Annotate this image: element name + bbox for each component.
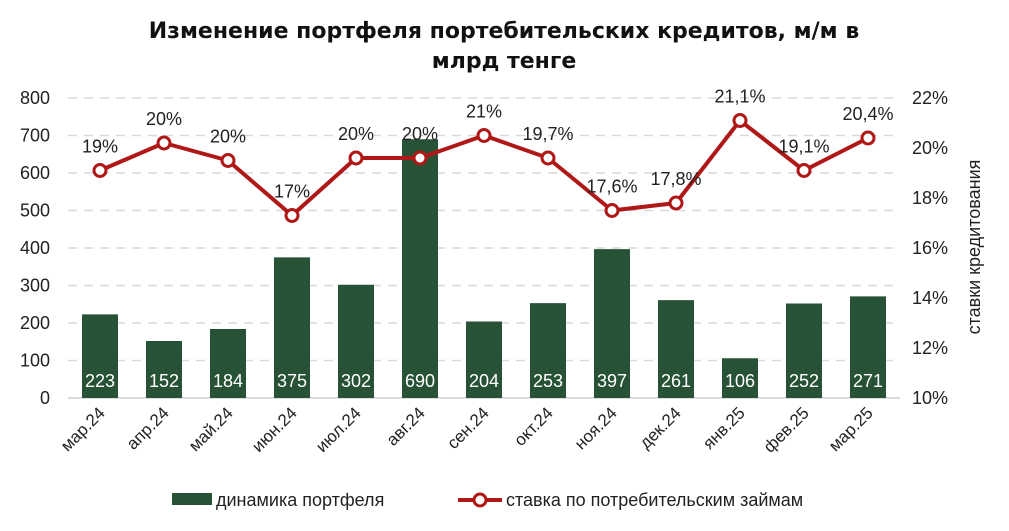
rate-point <box>476 128 492 143</box>
rate-value-label: 19% <box>82 137 118 157</box>
x-category-label: фев.25 <box>760 403 813 456</box>
rate-value-label: 20% <box>338 124 374 144</box>
bar-value-label: 375 <box>277 371 307 391</box>
bar <box>274 257 310 398</box>
bar-value-label: 152 <box>149 371 179 391</box>
x-category-label: июн.24 <box>248 403 301 456</box>
bar-value-label: 690 <box>405 371 435 391</box>
line-series: 19% 20% 20% 17% 20% 20% 21% 19,7% 17,6% 17,8% 21,1… <box>82 87 894 223</box>
legend-bar-swatch <box>172 493 212 505</box>
y-axis-left: 0 100 200 300 400 500 600 700 800 <box>20 88 50 408</box>
rate-value-label: 17,8% <box>650 169 701 189</box>
rate-value-label: 21% <box>466 102 502 122</box>
rate-point <box>284 208 300 223</box>
x-category-label: окт.24 <box>510 403 556 449</box>
x-category-label: апр.24 <box>123 403 173 453</box>
bar <box>210 329 246 398</box>
bar <box>530 303 566 398</box>
bar <box>594 249 630 398</box>
legend: динамика портфеля ставка по потребительс… <box>172 490 803 510</box>
rate-value-label: 20% <box>210 127 246 147</box>
y-right-tick-label: 12% <box>912 338 948 358</box>
x-category-label: янв.25 <box>699 403 749 453</box>
bar-value-label: 106 <box>725 371 755 391</box>
rate-point <box>796 163 812 178</box>
chart-title-line-1: Изменение портфеля портебительских креди… <box>149 19 860 44</box>
rate-value-label: 20% <box>146 109 182 129</box>
bar-value-label: 302 <box>341 371 371 391</box>
x-category-label: мар.25 <box>825 403 877 455</box>
y-axis-right-label: ставки кредитования <box>964 160 984 335</box>
x-category-label: май.24 <box>185 403 237 455</box>
rate-point <box>92 163 108 178</box>
rate-value-label: 21,1% <box>714 87 765 107</box>
x-category-label: июл.24 <box>312 403 365 456</box>
x-axis: мар.24 апр.24 май.24 июн.24 июл.24 авг.24 сен.… <box>57 403 877 456</box>
y-right-tick-label: 18% <box>912 188 948 208</box>
rate-value-label: 17% <box>274 182 310 202</box>
rate-point <box>220 153 236 168</box>
y-left-tick-label: 0 <box>40 388 50 408</box>
x-category-label: дек.24 <box>636 403 685 452</box>
rate-point <box>348 150 364 166</box>
rate-point <box>860 130 876 146</box>
bar <box>722 358 758 398</box>
bar <box>146 341 182 398</box>
x-category-label: авг.24 <box>383 403 429 449</box>
bar-value-label: 184 <box>213 371 243 391</box>
bar-series: 223 152 184 375 302 690 204 253 397 261 106 252 271 <box>82 139 886 398</box>
y-right-tick-label: 20% <box>912 138 948 158</box>
rate-point <box>412 150 428 166</box>
rate-point <box>732 113 748 128</box>
y-right-tick-label: 14% <box>912 288 948 308</box>
y-left-tick-label: 300 <box>20 276 50 296</box>
bar-value-label: 271 <box>853 371 883 391</box>
rate-point <box>156 135 172 151</box>
bar <box>658 300 694 398</box>
y-right-tick-label: 16% <box>912 238 948 258</box>
y-left-tick-label: 100 <box>20 351 50 371</box>
rate-value-label: 17,6% <box>586 177 637 197</box>
bar <box>466 321 502 398</box>
rate-value-label: 20% <box>402 124 438 144</box>
x-category-label: ноя.24 <box>571 403 621 453</box>
x-category-label: сен.24 <box>443 403 492 452</box>
y-axis-right: 10% 12% 14% 16% 18% 20% 22% <box>912 88 948 408</box>
y-left-tick-label: 800 <box>20 88 50 108</box>
bar-value-label: 204 <box>469 371 499 391</box>
bar <box>82 314 118 398</box>
chart-title-line-2: млрд тенге <box>432 49 577 74</box>
bar-value-label: 261 <box>661 371 691 391</box>
legend-bar-label: динамика портфеля <box>216 490 384 510</box>
bar <box>786 303 822 398</box>
y-left-tick-label: 400 <box>20 238 50 258</box>
bar-value-label: 223 <box>85 371 115 391</box>
bar-value-label: 252 <box>789 371 819 391</box>
rate-value-label: 20,4% <box>842 104 893 124</box>
legend-line-label: ставка по потребительским займам <box>506 490 803 510</box>
bar <box>850 296 886 398</box>
rate-point <box>604 203 620 218</box>
y-left-tick-label: 200 <box>20 313 50 333</box>
y-right-tick-label: 10% <box>912 388 948 408</box>
legend-line-marker <box>472 492 488 508</box>
y-left-tick-label: 500 <box>20 201 50 221</box>
bar <box>402 139 438 398</box>
y-right-tick-label: 22% <box>912 88 948 108</box>
x-category-label: мар.24 <box>57 403 109 455</box>
rate-value-label: 19,1% <box>778 137 829 157</box>
y-left-tick-label: 600 <box>20 163 50 183</box>
y-left-tick-label: 700 <box>20 126 50 146</box>
bar <box>338 284 374 398</box>
bar-value-label: 253 <box>533 371 563 391</box>
rate-value-label: 19,7% <box>522 124 573 144</box>
bar-value-label: 397 <box>597 371 627 391</box>
rate-point <box>668 195 684 211</box>
rate-point <box>540 150 556 166</box>
